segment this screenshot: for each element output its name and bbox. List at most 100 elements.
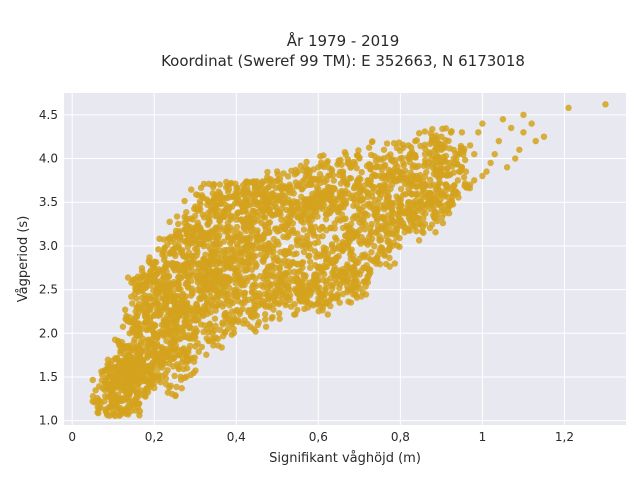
data-point-cluster	[185, 356, 193, 363]
data-point-cluster	[237, 216, 244, 223]
data-point-cluster	[276, 299, 284, 306]
data-point-cluster	[248, 231, 255, 238]
data-point-cluster	[276, 197, 284, 204]
data-point-cluster	[361, 264, 369, 272]
data-point-cluster	[307, 224, 315, 232]
data-point-cluster	[328, 242, 336, 250]
data-point-cluster	[181, 253, 188, 260]
data-point-cluster	[284, 294, 292, 301]
data-point	[479, 172, 486, 180]
data-point-cluster	[122, 406, 129, 413]
data-point-cluster	[224, 274, 231, 281]
data-point-cluster	[163, 274, 170, 281]
data-point-cluster	[269, 262, 276, 270]
data-point-cluster	[300, 271, 307, 279]
data-point-cluster	[131, 353, 139, 361]
data-point-cluster	[289, 209, 296, 216]
data-point-cluster	[108, 397, 115, 404]
data-point-cluster	[242, 227, 250, 235]
data-point-cluster	[448, 197, 455, 204]
data-point-cluster	[180, 295, 187, 302]
data-point-cluster	[383, 221, 391, 229]
data-point-cluster	[177, 266, 184, 274]
data-point-cluster	[293, 169, 300, 177]
data-point-cluster	[313, 253, 320, 261]
data-point-cluster	[406, 159, 413, 166]
data-point-cluster	[207, 309, 214, 316]
data-point-cluster	[322, 263, 330, 270]
data-point-cluster	[428, 202, 435, 209]
data-point-cluster	[126, 382, 133, 389]
data-point-cluster	[301, 197, 308, 205]
data-point-cluster	[178, 247, 185, 255]
data-point-cluster	[172, 252, 179, 260]
data-point-cluster	[133, 313, 141, 320]
data-point-cluster	[301, 203, 308, 211]
data-point-cluster	[218, 280, 225, 287]
data-point-cluster	[187, 215, 195, 222]
data-point-cluster	[136, 350, 144, 358]
data-point-cluster	[219, 332, 227, 340]
data-point	[278, 216, 285, 223]
data-point-cluster	[388, 167, 395, 175]
data-point-cluster	[318, 162, 325, 169]
data-point-cluster	[286, 268, 293, 276]
data-point-cluster	[188, 186, 195, 193]
data-point-cluster	[306, 258, 314, 265]
data-point-cluster	[201, 292, 208, 300]
data-point-cluster	[124, 390, 131, 398]
data-point-cluster	[261, 208, 268, 215]
data-point-cluster	[212, 322, 219, 330]
data-point-cluster	[366, 181, 374, 188]
data-point-cluster	[454, 160, 461, 168]
y-tick-label: 1.0	[39, 414, 58, 428]
data-point-cluster	[324, 158, 331, 165]
data-point-cluster	[261, 199, 268, 207]
data-point-cluster	[143, 303, 150, 310]
data-point-cluster	[311, 248, 319, 255]
data-point-cluster	[173, 260, 180, 268]
data-point-cluster	[238, 207, 246, 215]
data-point-cluster	[187, 270, 194, 277]
data-point-cluster	[306, 240, 313, 248]
data-point-cluster	[312, 199, 320, 207]
data-point-cluster	[342, 151, 349, 158]
data-point	[454, 177, 462, 184]
data-point-cluster	[435, 153, 442, 161]
data-point-cluster	[208, 268, 216, 275]
data-point-cluster	[336, 189, 343, 197]
data-point-cluster	[398, 202, 405, 209]
data-point-cluster	[408, 213, 416, 220]
data-point-cluster	[356, 226, 364, 234]
data-point-cluster	[450, 169, 458, 176]
data-point-cluster	[178, 385, 185, 392]
data-point-cluster	[173, 383, 180, 391]
data-point	[409, 164, 416, 171]
data-point-cluster	[283, 282, 290, 289]
data-point-cluster	[174, 330, 182, 338]
data-point-cluster	[303, 158, 310, 166]
data-point-cluster	[296, 277, 303, 285]
data-point-cluster	[377, 183, 384, 190]
data-point-cluster	[154, 309, 161, 317]
data-point-cluster	[330, 266, 338, 274]
data-point-cluster	[250, 191, 257, 198]
data-point-cluster	[292, 285, 299, 293]
data-point-cluster	[383, 203, 390, 211]
data-point-cluster	[168, 262, 176, 269]
data-point-cluster	[372, 172, 379, 179]
data-point-cluster	[444, 193, 451, 200]
data-point-cluster	[211, 315, 219, 322]
data-point-cluster	[368, 248, 375, 256]
data-point-cluster	[421, 156, 429, 164]
data-point-cluster	[335, 252, 342, 260]
data-point	[471, 150, 478, 158]
data-point-cluster	[200, 278, 208, 285]
data-point-cluster	[145, 258, 152, 265]
data-point-cluster	[186, 225, 194, 233]
data-point-cluster	[289, 219, 297, 227]
data-point-cluster	[169, 337, 176, 344]
data-point-cluster	[111, 412, 119, 420]
data-point-cluster	[432, 229, 439, 236]
data-point-cluster	[398, 154, 406, 162]
